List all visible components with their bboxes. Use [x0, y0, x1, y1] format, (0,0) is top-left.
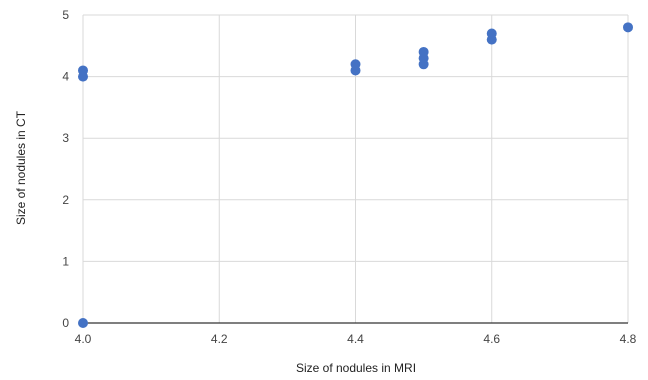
data-point [418, 46, 429, 57]
data-point [486, 28, 497, 39]
y-tick-label: 3 [62, 131, 69, 145]
x-axis-title: Size of nodules in MRI [296, 361, 416, 375]
y-tick-label: 4 [62, 70, 69, 84]
y-tick-label: 2 [62, 193, 69, 207]
x-tick-labels: 4.0 4.2 4.4 4.6 4.8 [75, 332, 637, 346]
data-point [78, 318, 88, 328]
y-axis-title: Size of nodules in CT [14, 110, 28, 225]
y-tick-label: 5 [62, 8, 69, 22]
data-points [78, 22, 633, 328]
y-tick-labels: 0 1 2 3 4 5 [62, 8, 69, 330]
data-point [78, 65, 88, 76]
x-tick-label: 4.4 [347, 332, 364, 346]
x-tick-label: 4.8 [620, 332, 637, 346]
y-tick-label: 1 [62, 254, 69, 268]
data-point [623, 22, 633, 33]
x-tick-label: 4.6 [483, 332, 500, 346]
x-tick-label: 4.0 [75, 332, 92, 346]
y-tick-label: 0 [62, 316, 69, 330]
x-tick-label: 4.2 [211, 332, 228, 346]
data-point [350, 59, 361, 70]
